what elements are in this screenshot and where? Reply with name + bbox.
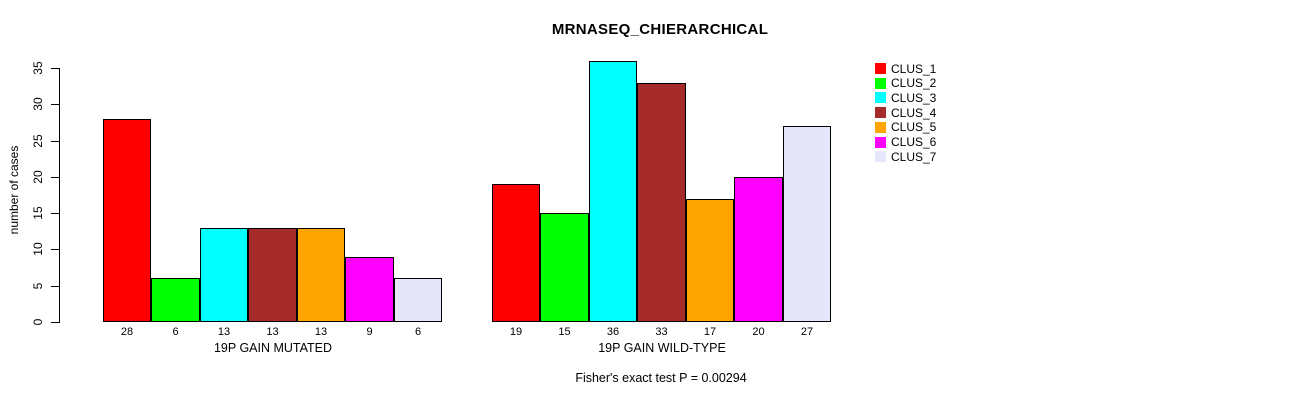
legend-item: CLUS_5: [875, 120, 937, 135]
y-axis-tick: [51, 177, 59, 178]
bar-value-label: 9: [366, 326, 373, 338]
y-axis-tick: [51, 213, 59, 214]
legend-swatch: [875, 77, 886, 89]
legend-label: CLUS_5: [891, 120, 937, 135]
y-axis-tick-label: 10: [31, 242, 45, 256]
legend-swatch: [875, 63, 886, 74]
bar-value-label: 28: [120, 326, 134, 338]
y-axis-tick-label: 0: [31, 318, 45, 326]
bar-clus_5: [297, 228, 345, 322]
bar-value-label: 19: [509, 326, 523, 338]
legend-swatch: [875, 151, 886, 163]
legend-swatch: [875, 136, 886, 148]
y-axis-title: number of cases: [7, 145, 21, 235]
bar-clus_2: [151, 278, 200, 322]
group-label: 19P GAIN WILD-TYPE: [598, 341, 726, 355]
bar-clus_4: [637, 83, 686, 322]
y-axis-line: [59, 68, 60, 323]
bar-clus_1: [103, 119, 151, 322]
bar-clus_6: [734, 177, 783, 322]
bar-clus_2: [540, 213, 589, 322]
legend-label: CLUS_3: [891, 90, 937, 105]
y-axis-tick: [51, 286, 59, 287]
y-axis-tick: [51, 68, 59, 69]
y-axis-tick-label: 25: [31, 134, 45, 148]
y-axis-tick-label: 5: [31, 282, 45, 290]
bar-clus_6: [345, 257, 394, 322]
bar-clus_4: [248, 228, 297, 322]
legend-label: CLUS_1: [891, 61, 937, 76]
bar-value-label: 13: [314, 326, 328, 338]
bar-value-label: 33: [655, 326, 668, 338]
bar-value-label: 15: [558, 326, 571, 338]
bar-clus_7: [783, 126, 831, 322]
legend-item: CLUS_1: [875, 61, 937, 76]
legend-label: CLUS_6: [891, 135, 937, 149]
bar-value-label: 36: [606, 326, 620, 338]
y-axis-tick: [51, 322, 59, 323]
legend-swatch: [875, 121, 886, 133]
bar-clus_1: [492, 184, 540, 322]
bar-value-label: 13: [217, 326, 231, 338]
group-label: 19P GAIN MUTATED: [213, 341, 333, 355]
bar-value-label: 6: [414, 326, 422, 338]
bar-value-label: 27: [800, 326, 814, 338]
bar-clus_3: [200, 228, 248, 322]
annotation-fishers-test: Fisher's exact test P = 0.00294: [575, 371, 747, 385]
bar-value-label: 13: [266, 326, 279, 338]
y-axis-tick: [51, 104, 59, 105]
bar-value-label: 6: [172, 326, 179, 338]
bar-value-label: 17: [703, 326, 717, 338]
y-axis-tick-label: 35: [31, 61, 45, 75]
bar-value-label: 20: [752, 326, 765, 338]
legend-item: CLUS_4: [875, 105, 937, 120]
legend-label: CLUS_7: [891, 149, 937, 164]
legend-item: CLUS_2: [875, 76, 937, 91]
legend-label: CLUS_4: [891, 105, 937, 120]
bar-clus_7: [394, 278, 442, 322]
legend-label: CLUS_2: [891, 76, 937, 91]
y-axis-tick-label: 15: [31, 206, 45, 220]
legend-item: CLUS_3: [875, 90, 937, 105]
y-axis-tick: [51, 141, 59, 142]
legend-swatch: [875, 92, 886, 104]
legend-item: CLUS_6: [875, 135, 937, 149]
y-axis-tick-label: 20: [31, 170, 45, 184]
y-axis-tick-label: 30: [31, 97, 45, 111]
legend-swatch: [875, 107, 886, 119]
legend-item: CLUS_7: [875, 149, 937, 164]
y-axis-tick: [51, 249, 59, 250]
bar-clus_3: [589, 61, 637, 322]
chart-title: MRNASEQ_CHIERARCHICAL: [551, 21, 769, 38]
bar-clus_5: [686, 199, 734, 322]
